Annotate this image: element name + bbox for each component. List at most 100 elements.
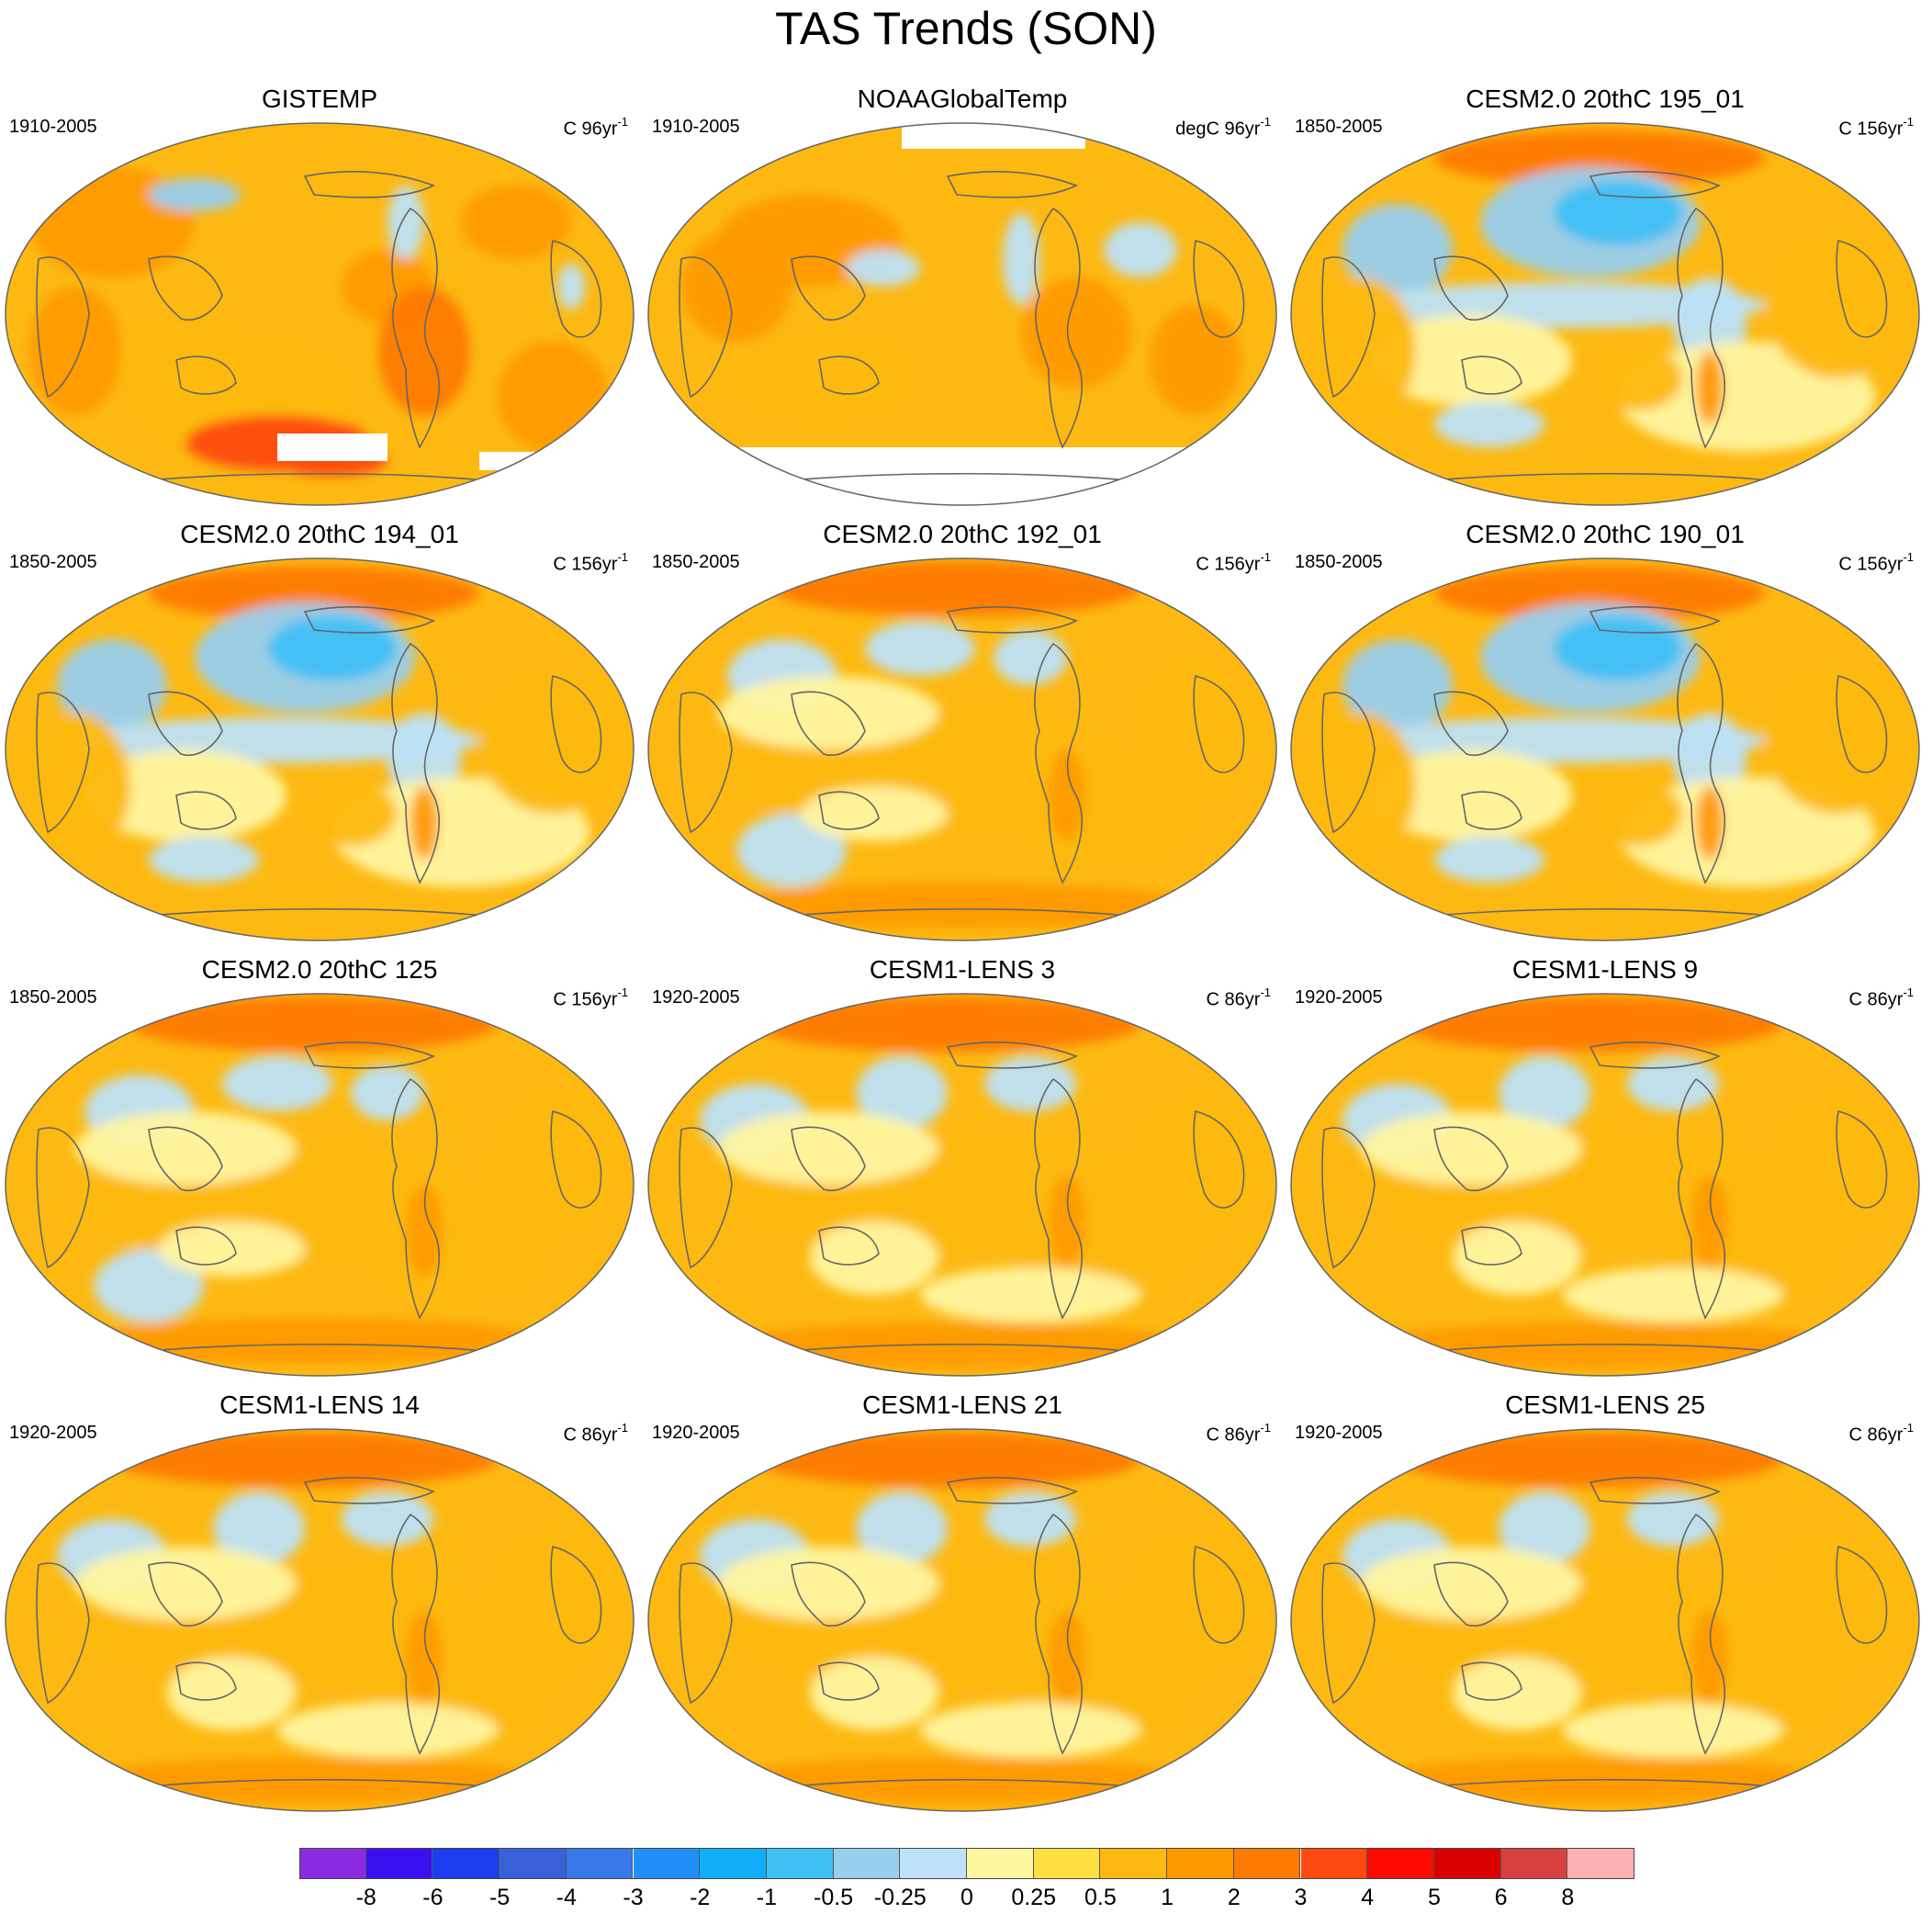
colorbar-tick-label: 8 bbox=[1561, 1885, 1575, 1910]
map-border bbox=[647, 557, 1277, 941]
panel-units: degC 96yr-1 bbox=[1175, 112, 1271, 141]
robinson-map bbox=[5, 993, 635, 1377]
map-border bbox=[1290, 1428, 1920, 1812]
panel-title: GISTEMP bbox=[261, 84, 377, 113]
colorbar-tick-label: 2 bbox=[1227, 1885, 1241, 1910]
colorbar-tick-label: 0.25 bbox=[1011, 1885, 1057, 1910]
trend-field bbox=[1291, 123, 1919, 505]
panel-units: C 86yr-1 bbox=[1849, 1418, 1914, 1447]
panel-units-superscript: -1 bbox=[617, 115, 628, 129]
colorbar-box bbox=[1433, 1848, 1501, 1879]
colorbar-box bbox=[1233, 1848, 1301, 1879]
colorbar-tick-label: -5 bbox=[489, 1885, 511, 1910]
panel-units: C 156yr-1 bbox=[1838, 112, 1914, 141]
colorbar-box bbox=[299, 1848, 366, 1879]
trend-field bbox=[6, 558, 634, 940]
colorbar-tick-label: 1 bbox=[1161, 1885, 1174, 1910]
colorbar-tick-label: 6 bbox=[1494, 1885, 1508, 1910]
colorbar-box bbox=[833, 1848, 901, 1879]
trend-field bbox=[648, 558, 1276, 940]
panel-units-text: C 86yr bbox=[1206, 989, 1261, 1010]
panel-title: CESM1-LENS 3 bbox=[869, 955, 1056, 984]
robinson-map bbox=[647, 1428, 1277, 1812]
panel-units-superscript: -1 bbox=[617, 985, 628, 999]
panel-units-superscript: -1 bbox=[1260, 550, 1271, 564]
map-border bbox=[5, 993, 635, 1377]
robinson-map bbox=[5, 122, 635, 506]
robinson-map bbox=[5, 557, 635, 941]
panel-units-superscript: -1 bbox=[1903, 115, 1914, 129]
figure-title: TAS Trends (SON) bbox=[775, 3, 1157, 54]
trend-field bbox=[6, 994, 634, 1376]
map-border bbox=[5, 1428, 635, 1812]
panel-units-text: C 156yr bbox=[1838, 554, 1904, 575]
panel-units-text: C 86yr bbox=[1848, 989, 1904, 1010]
panel-units: C 86yr-1 bbox=[1207, 1418, 1271, 1447]
panel-units-superscript: -1 bbox=[1903, 1421, 1914, 1435]
panel-title: CESM2.0 20thC 195_01 bbox=[1466, 84, 1745, 113]
colorbar-tick-label: 4 bbox=[1361, 1885, 1375, 1910]
panel-period: 1920-2005 bbox=[9, 1423, 97, 1443]
map-border bbox=[1290, 122, 1920, 506]
colorbar-box bbox=[566, 1848, 634, 1879]
panel-title: CESM2.0 20thC 125 bbox=[201, 955, 438, 984]
colorbar-box bbox=[766, 1848, 834, 1879]
map-border bbox=[5, 557, 635, 941]
map-border bbox=[1290, 993, 1920, 1377]
panel-period: 1850-2005 bbox=[1295, 552, 1383, 572]
panel-units-superscript: -1 bbox=[1903, 985, 1914, 999]
panel-units-text: C 96yr bbox=[563, 118, 618, 140]
colorbar-tick-label: -8 bbox=[355, 1885, 376, 1910]
robinson-map bbox=[1290, 557, 1920, 941]
panel-units-superscript: -1 bbox=[1903, 550, 1914, 564]
colorbar-tick-label: -3 bbox=[623, 1885, 644, 1910]
panel-units: C 156yr-1 bbox=[553, 983, 628, 1012]
panel-period: 1910-2005 bbox=[9, 117, 97, 137]
colorbar-box bbox=[900, 1848, 967, 1879]
map-panel: CESM2.0 20thC 125 1850-2005 C 156yr-1 bbox=[2, 955, 637, 1387]
robinson-map bbox=[647, 122, 1277, 506]
colorbar-box bbox=[500, 1848, 567, 1879]
colorbar-box bbox=[365, 1848, 433, 1879]
map-border bbox=[647, 1428, 1277, 1812]
trend-field bbox=[1291, 1429, 1919, 1811]
map-panel: CESM1-LENS 21 1920-2005 C 86yr-1 bbox=[645, 1390, 1280, 1822]
trend-field bbox=[648, 994, 1276, 1376]
map-border bbox=[647, 993, 1277, 1377]
map-panel: CESM2.0 20thC 194_01 1850-2005 C 156yr-1 bbox=[2, 520, 637, 951]
trend-field bbox=[648, 1429, 1276, 1811]
map-panel: CESM2.0 20thC 192_01 1850-2005 C 156yr-1 bbox=[645, 520, 1280, 951]
panel-period: 1920-2005 bbox=[1295, 987, 1383, 1008]
map-border bbox=[1290, 557, 1920, 941]
colorbar bbox=[299, 1848, 1634, 1879]
map-border bbox=[5, 122, 635, 506]
colorbar-tick-label: 3 bbox=[1294, 1885, 1308, 1910]
colorbar-box bbox=[1500, 1848, 1568, 1879]
panel-units-text: C 156yr bbox=[553, 554, 618, 575]
panel-units-text: C 86yr bbox=[1206, 1424, 1261, 1446]
trend-field bbox=[1291, 994, 1919, 1376]
trend-field bbox=[1291, 558, 1919, 940]
map-border bbox=[647, 122, 1277, 506]
colorbar-box bbox=[1367, 1848, 1434, 1879]
panel-title: NOAAGlobalTemp bbox=[857, 84, 1068, 113]
panel-units: C 156yr-1 bbox=[553, 547, 628, 577]
colorbar-box bbox=[1567, 1848, 1634, 1879]
map-panel: GISTEMP 1910-2005 C 96yr-1 bbox=[2, 84, 637, 516]
panel-units: C 86yr-1 bbox=[1207, 983, 1271, 1012]
colorbar-box bbox=[1300, 1848, 1368, 1879]
panel-units: C 156yr-1 bbox=[1196, 547, 1271, 577]
colorbar-box bbox=[1100, 1848, 1168, 1879]
colorbar-tick-label: -0.5 bbox=[814, 1885, 854, 1910]
panel-units-superscript: -1 bbox=[617, 550, 628, 564]
panel-title: CESM1-LENS 9 bbox=[1511, 955, 1699, 984]
colorbar-box bbox=[633, 1848, 701, 1879]
panel-units-text: C 86yr bbox=[1848, 1424, 1904, 1446]
robinson-map bbox=[1290, 1428, 1920, 1812]
colorbar-tick-label: -0.25 bbox=[873, 1885, 927, 1910]
panel-units-text: C 156yr bbox=[553, 989, 618, 1010]
panel-title: CESM2.0 20thC 190_01 bbox=[1466, 520, 1745, 548]
panel-title: CESM1-LENS 14 bbox=[219, 1390, 420, 1419]
panel-period: 1920-2005 bbox=[1295, 1423, 1383, 1443]
map-panel: CESM1-LENS 25 1920-2005 C 86yr-1 bbox=[1287, 1390, 1923, 1822]
